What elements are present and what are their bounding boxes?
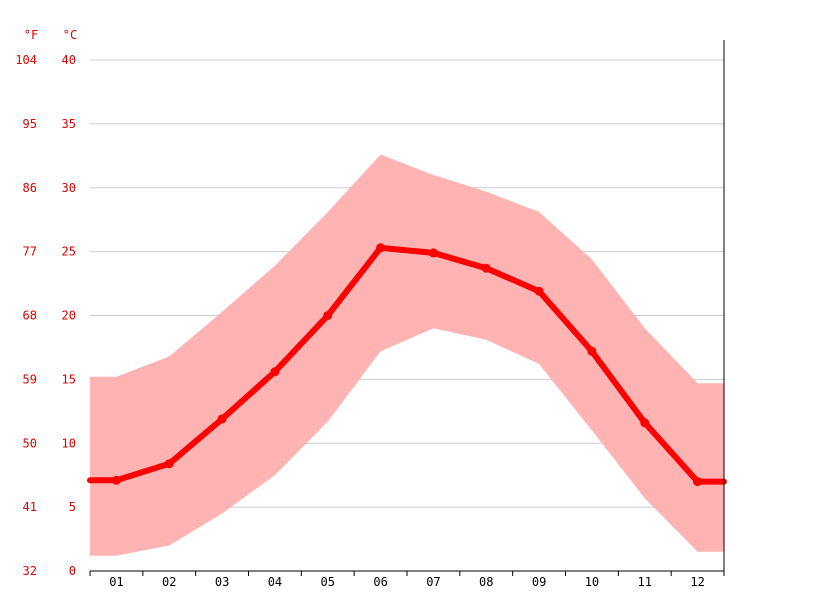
x-ticks: 01 02 03 04 05 06 07 08 09 10 11 12 — [89, 571, 725, 589]
x-tick-label-08: 08 — [479, 575, 493, 589]
mean-point-03 — [217, 414, 227, 424]
y-tick-label-celsius: 20 — [62, 309, 76, 323]
y-tick-label-fahrenheit: 95 — [23, 117, 37, 131]
x-tick-label-06: 06 — [373, 575, 387, 589]
mean-point-02 — [164, 459, 174, 469]
y-tick-label-fahrenheit: 50 — [23, 436, 37, 450]
y-tick-label-celsius: 0 — [69, 564, 76, 578]
x-tick-label-11: 11 — [638, 575, 652, 589]
y-tick-label-fahrenheit: 86 — [23, 181, 37, 195]
y-tick-label-celsius: 10 — [62, 436, 76, 450]
x-tick-label-04: 04 — [268, 575, 282, 589]
y-tick-label-fahrenheit: 59 — [23, 372, 37, 386]
y-tick-label-fahrenheit: 68 — [23, 309, 37, 323]
mean-point-06 — [376, 243, 386, 253]
mean-point-09 — [534, 286, 544, 296]
y-tick-label-fahrenheit: 77 — [23, 245, 37, 259]
x-tick-label-10: 10 — [585, 575, 599, 589]
x-tick-label-12: 12 — [690, 575, 704, 589]
y-tick-label-fahrenheit: 32 — [23, 564, 37, 578]
y-tick-label-celsius: 35 — [62, 117, 76, 131]
mean-line-layer — [87, 243, 727, 487]
y-tick-label-celsius: 5 — [69, 500, 76, 514]
y-tick-label-fahrenheit: 41 — [23, 500, 37, 514]
y-tick-label-celsius: 30 — [62, 181, 76, 195]
x-tick-label-07: 07 — [426, 575, 440, 589]
temperature-range-band — [90, 154, 724, 556]
mean-point-04 — [270, 367, 280, 377]
y-tick-labels: 40 104 35 95 30 86 25 77 20 68 15 59 10 50 5 41 0 32 — [15, 53, 76, 578]
mean-point-05 — [323, 311, 333, 320]
x-tick-label-09: 09 — [532, 575, 546, 589]
y-tick-label-fahrenheit: 104 — [15, 53, 37, 67]
x-tick-label-02: 02 — [162, 575, 176, 589]
celsius-unit-label: °C — [63, 28, 77, 42]
mean-point-11 — [640, 418, 650, 428]
y-tick-label-celsius: 40 — [62, 53, 76, 67]
fahrenheit-unit-label: °F — [24, 28, 38, 42]
mean-point-07 — [428, 248, 438, 258]
x-tick-label-05: 05 — [321, 575, 335, 589]
mean-temperature-line — [87, 244, 727, 485]
y-tick-label-celsius: 25 — [62, 245, 76, 259]
mean-point-01 — [111, 475, 121, 485]
x-tick-label-03: 03 — [215, 575, 229, 589]
mean-point-10 — [587, 346, 597, 356]
y-tick-label-celsius: 15 — [62, 372, 76, 386]
x-tick-label-01: 01 — [109, 575, 123, 589]
mean-point-08 — [481, 263, 491, 273]
mean-point-12 — [693, 477, 703, 487]
